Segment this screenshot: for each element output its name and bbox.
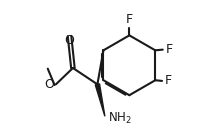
Text: F: F bbox=[126, 13, 133, 26]
Polygon shape bbox=[95, 84, 105, 116]
Text: O: O bbox=[44, 78, 54, 91]
Text: F: F bbox=[165, 43, 172, 56]
Text: F: F bbox=[165, 74, 172, 87]
Text: O: O bbox=[65, 34, 74, 47]
Text: NH$_2$: NH$_2$ bbox=[108, 111, 132, 126]
